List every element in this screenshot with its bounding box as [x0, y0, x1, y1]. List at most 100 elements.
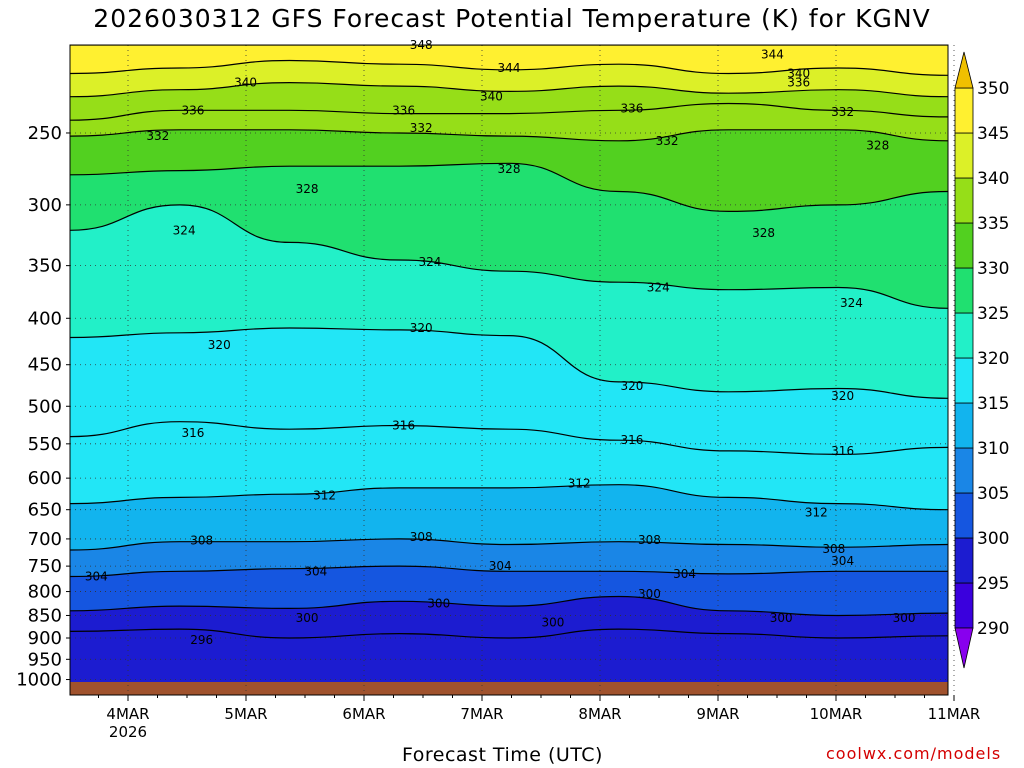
- contour-label: 344: [761, 48, 784, 62]
- contour-label: 344: [498, 61, 521, 75]
- colorbar-label: 325: [977, 304, 1009, 324]
- contour-label: 332: [656, 134, 679, 148]
- contour-line-304: [70, 565, 948, 578]
- colorbar-label: 340: [977, 169, 1009, 189]
- contour-label: 336: [181, 103, 204, 117]
- contour-label: 308: [190, 534, 213, 548]
- colorbar-label: 305: [977, 484, 1009, 504]
- contour-label: 340: [234, 76, 257, 90]
- colorbar-label: 350: [977, 79, 1009, 99]
- contour-label: 328: [498, 162, 521, 176]
- y-tick-label: 750: [28, 556, 62, 577]
- contour-line-316: [70, 421, 948, 456]
- potential-temperature-fill: [70, 45, 948, 695]
- contour-layer: [70, 45, 948, 639]
- colorbar-segment: [954, 132, 974, 179]
- chart-title: 2026030312 GFS Forecast Potential Temper…: [93, 4, 931, 33]
- contour-line-328: [70, 162, 948, 213]
- colorbar-low-arrow: [954, 627, 974, 669]
- contour-label: 300: [296, 611, 319, 625]
- colorbar-segment: [954, 222, 974, 269]
- contour-label: 300: [427, 597, 450, 611]
- x-tick-label: 10MAR: [810, 705, 863, 723]
- colorbar-segment: [954, 357, 974, 404]
- y-tick-label: 850: [28, 605, 62, 626]
- y-tick-label: 500: [28, 396, 62, 417]
- credit-link[interactable]: coolwx.com/models: [826, 744, 1002, 763]
- colorbar-label: 345: [977, 124, 1009, 144]
- contour-label: 304: [673, 567, 696, 581]
- y-tick-label: 950: [28, 649, 62, 670]
- contour-label: 324: [647, 281, 670, 295]
- y-tick-label: 650: [28, 500, 62, 521]
- contour-line-344: [70, 59, 948, 76]
- y-tick-label: 700: [28, 529, 62, 550]
- contour-line-300: [70, 595, 948, 617]
- contour-label: 320: [410, 321, 433, 335]
- y-axis: 2503003504004505005506006507007508008509…: [16, 123, 70, 691]
- y-tick-label: 350: [28, 256, 62, 277]
- y-tick-label: 300: [28, 195, 62, 216]
- contour-label: 316: [831, 444, 854, 458]
- ground-layer: [70, 682, 948, 695]
- contour-label: 336: [620, 102, 643, 116]
- contour-label: 332: [831, 105, 854, 119]
- x-tick-label: 9MAR: [696, 705, 739, 723]
- contour-line-332: [70, 129, 948, 142]
- colorbar-high-arrow: [954, 51, 974, 89]
- contour-label: 304: [85, 569, 108, 583]
- grid-layer: [70, 45, 955, 695]
- x-tick-label: 11MAR: [928, 705, 981, 723]
- colorbar-label: 300: [977, 529, 1009, 549]
- contour-label: 336: [787, 76, 810, 90]
- contour-label: 320: [831, 389, 854, 403]
- contour-label: 308: [410, 530, 433, 544]
- contour-label: 304: [304, 564, 327, 578]
- contour-label: 312: [313, 488, 336, 502]
- colorbar-label: 315: [977, 394, 1009, 414]
- plot-frame: [69, 44, 949, 696]
- contour-label: 324: [173, 223, 196, 237]
- fill-band-296: [70, 629, 948, 695]
- colorbar-label: 320: [977, 349, 1009, 369]
- contour-line-340: [70, 81, 948, 98]
- contour-label: 336: [392, 103, 415, 117]
- contour-label: 332: [146, 129, 169, 143]
- y-tick-label: 450: [28, 355, 62, 376]
- colorbar-segment: [954, 447, 974, 494]
- contour-label: 296: [190, 633, 213, 647]
- contour-label: 324: [840, 296, 863, 310]
- y-tick-label: 600: [28, 468, 62, 489]
- contour-label: 304: [489, 559, 512, 573]
- contour-line-312: [70, 484, 948, 511]
- x-tick-label: 8MAR: [578, 705, 621, 723]
- contour-label: 312: [805, 506, 828, 520]
- x-axis-label: Forecast Time (UTC): [402, 744, 603, 766]
- y-tick-label: 250: [28, 123, 62, 144]
- contour-label: 300: [638, 587, 661, 601]
- contour-label: 308: [822, 542, 845, 556]
- contour-label: 328: [866, 138, 889, 152]
- colorbar-label: 335: [977, 214, 1009, 234]
- contour-label: 300: [770, 611, 793, 625]
- x-year-label: 2026: [109, 723, 147, 741]
- colorbar-label: 310: [977, 439, 1009, 459]
- x-tick-label: 5MAR: [224, 705, 267, 723]
- contour-line-336: [70, 102, 948, 121]
- colorbar-segment: [954, 492, 974, 539]
- x-tick-label: 7MAR: [460, 705, 503, 723]
- contour-label: 332: [410, 121, 433, 135]
- contour-line-324: [70, 204, 948, 309]
- contour-line-296: [70, 628, 948, 639]
- y-tick-label: 400: [28, 308, 62, 329]
- contour-line-308: [70, 538, 948, 551]
- contour-label: 340: [787, 67, 810, 81]
- colorbar-segment: [954, 177, 974, 224]
- contour-label: 320: [208, 338, 231, 352]
- contour-label: 328: [752, 226, 775, 240]
- contour-label: 328: [296, 182, 319, 196]
- colorbar-segment: [954, 87, 974, 134]
- contour-label: 300: [893, 611, 916, 625]
